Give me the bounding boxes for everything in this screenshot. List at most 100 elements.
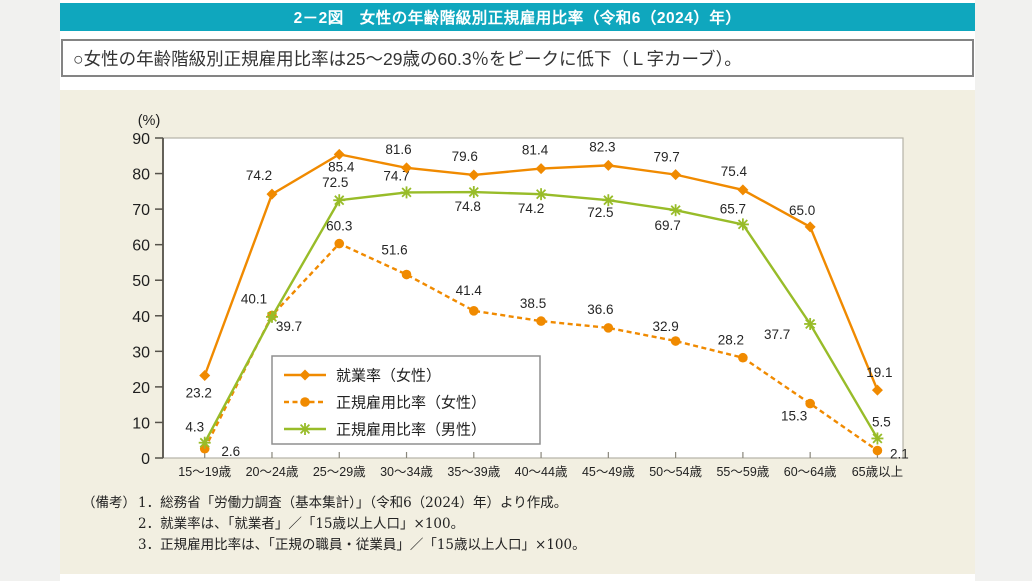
x-tick-label: 35～39歳 (447, 465, 500, 479)
figure-title-bar: 2－2図 女性の年齢階級別正規雇用比率（令和6（2024）年） (60, 3, 975, 31)
x-tick-label: 65歳以上 (852, 465, 903, 479)
x-tick-label: 20～24歳 (246, 465, 299, 479)
legend-item-employment-rate-women: 就業率（女性） (284, 367, 441, 385)
data-label-regular-employment-women: 51.6 (381, 243, 407, 258)
asterisk-marker (265, 310, 278, 323)
x-tick-label: 50～54歳 (649, 465, 702, 479)
asterisk-marker (736, 218, 749, 231)
legend-item-regular-employment-women: 正規雇用比率（女性） (284, 394, 486, 412)
circle-marker (603, 323, 614, 333)
series-regular-employment-men: 4.3 39.7 72.5 74.7 74.8 74.2 72.5 69.7 65.7 37.7 5… (185, 168, 891, 449)
legend-label: 正規雇用比率（女性） (336, 394, 486, 412)
data-label-employment-rate-women: 65.0 (789, 203, 815, 218)
y-tick-label: 0 (141, 451, 150, 468)
notes-label: （備考） (82, 495, 136, 511)
notes-items: 1．総務省「労働力調査（基本集計）」（令和6（2024）年）より作成。 2．就業… (138, 493, 586, 556)
data-label-employment-rate-women: 82.3 (589, 139, 615, 154)
circle-marker (401, 269, 412, 280)
series-employment-rate-women: 23.2 74.2 85.4 81.6 79.6 81.4 82.3 79.7 75.4 65.0… (186, 139, 893, 400)
content: 2－2図 女性の年齢階級別正規雇用比率（令和6（2024）年） ○女性の年齢階級… (60, 0, 975, 581)
diamond-marker (871, 384, 883, 396)
legend-label: 就業率（女性） (336, 367, 441, 385)
summary-box: ○女性の年齢階級別正規雇用比率は25～29歳の60.3％をピークに低下（Ｌ字カー… (61, 39, 974, 77)
circle-marker (872, 445, 883, 456)
data-label-regular-employment-men: 5.5 (872, 414, 891, 429)
circle-marker (334, 238, 345, 249)
diamond-marker (468, 169, 480, 181)
x-tick-label: 15～19歳 (178, 465, 231, 479)
data-label-employment-rate-women: 19.1 (866, 365, 892, 380)
diamond-marker (535, 163, 547, 175)
diamond-marker (199, 370, 211, 382)
data-label-regular-employment-men: 69.7 (654, 218, 680, 233)
chart-legend: 就業率（女性） 正規雇用比率（女性） 正規雇用比率（男性） (271, 355, 541, 445)
asterisk-marker (198, 436, 211, 449)
note-item-2: 2．就業率は、「就業者」／「15歳以上人口」×100。 (138, 516, 465, 532)
diamond-marker (737, 184, 749, 196)
y-tick-label: 50 (132, 273, 150, 290)
asterisk-marker (467, 186, 480, 199)
chart-panel: 0 10 20 30 40 50 60 70 80 90 (%) 15～19歳 20～24歳 25～29歳… (60, 90, 975, 574)
data-label-regular-employment-men: 72.5 (587, 205, 613, 220)
y-tick-label: 40 (132, 309, 150, 326)
y-tick-label: 60 (132, 238, 150, 255)
diamond-marker (670, 169, 682, 181)
y-tick-label: 70 (132, 202, 150, 219)
summary-text: ○女性の年齢階級別正規雇用比率は25～29歳の60.3％をピークに低下（Ｌ字カー… (73, 48, 742, 69)
series-line-regular-employment-women (203, 242, 879, 452)
data-label-regular-employment-women: 38.5 (520, 296, 546, 311)
circle-marker (536, 316, 546, 326)
asterisk-marker (871, 432, 884, 445)
data-label-regular-employment-men: 72.5 (322, 175, 348, 190)
data-label-regular-employment-women: 41.4 (456, 283, 483, 298)
data-label-regular-employment-women: 2.1 (890, 447, 909, 462)
x-axis: 15～19歳 20～24歳 25～29歳 30～34歳 35～39歳 40～44歳 45～4… (178, 452, 903, 479)
asterisk-marker (400, 186, 413, 199)
data-label-employment-rate-women: 74.2 (246, 168, 272, 183)
y-tick-label: 30 (132, 344, 150, 361)
y-axis-unit-label: (%) (138, 113, 161, 129)
asterisk-marker (535, 188, 548, 201)
data-label-regular-employment-men: 37.7 (764, 327, 790, 342)
notes: （備考） 1．総務省「労働力調査（基本集計）」（令和6（2024）年）より作成。… (82, 493, 586, 556)
x-tick-label: 45～49歳 (582, 465, 635, 479)
data-label-regular-employment-women: 32.9 (652, 319, 678, 334)
series-regular-employment-women: 2.6 40.1 60.3 51.6 41.4 38.5 36.6 32.9 28.2 15.3 2… (199, 219, 909, 462)
data-label-regular-employment-men: 74.8 (455, 199, 481, 214)
y-tick-label: 90 (132, 131, 150, 148)
asterisk-marker (804, 317, 817, 330)
data-label-regular-employment-women: 28.2 (718, 333, 744, 348)
data-label-regular-employment-women: 40.1 (241, 291, 267, 306)
diamond-marker (299, 369, 311, 381)
x-tick-label: 40～44歳 (515, 465, 568, 479)
diamond-marker (804, 221, 816, 233)
data-label-regular-employment-men: 74.2 (518, 201, 544, 216)
diamond-marker (602, 159, 614, 171)
note-item-3: 3．正規雇用比率は、「正規の職員・従業員」／「15歳以上人口」×100。 (138, 537, 586, 553)
circle-marker (300, 397, 310, 407)
data-label-employment-rate-women: 85.4 (328, 159, 355, 174)
y-tick-label: 80 (132, 167, 150, 184)
note-item-1: 1．総務省「労働力調査（基本集計）」（令和6（2024）年）より作成。 (138, 495, 568, 511)
x-tick-label: 55～59歳 (716, 465, 769, 479)
data-label-regular-employment-men: 4.3 (185, 420, 204, 435)
data-label-employment-rate-women: 75.4 (721, 164, 748, 179)
data-label-regular-employment-men: 39.7 (276, 319, 302, 334)
data-label-employment-rate-women: 81.4 (522, 143, 549, 158)
legend-item-regular-employment-men: 正規雇用比率（男性） (284, 422, 486, 439)
y-axis: 0 10 20 30 40 50 60 70 80 90 (%) (132, 113, 164, 468)
figure-title: 2－2図 女性の年齢階級別正規雇用比率（令和6（2024）年） (293, 10, 742, 27)
line-chart: 0 10 20 30 40 50 60 70 80 90 (%) 15～19歳 20～24歳 25～29歳… (132, 113, 909, 479)
data-label-regular-employment-women: 15.3 (781, 409, 807, 424)
data-label-employment-rate-women: 79.7 (653, 150, 679, 165)
y-tick-label: 20 (132, 380, 150, 397)
diamond-marker (401, 162, 413, 174)
left-margin (0, 0, 60, 581)
diamond-marker (266, 188, 278, 200)
asterisk-marker (669, 204, 682, 217)
right-margin (975, 0, 1032, 581)
circle-marker (805, 398, 815, 409)
circle-marker (738, 352, 748, 363)
legend-label: 正規雇用比率（男性） (336, 422, 486, 439)
